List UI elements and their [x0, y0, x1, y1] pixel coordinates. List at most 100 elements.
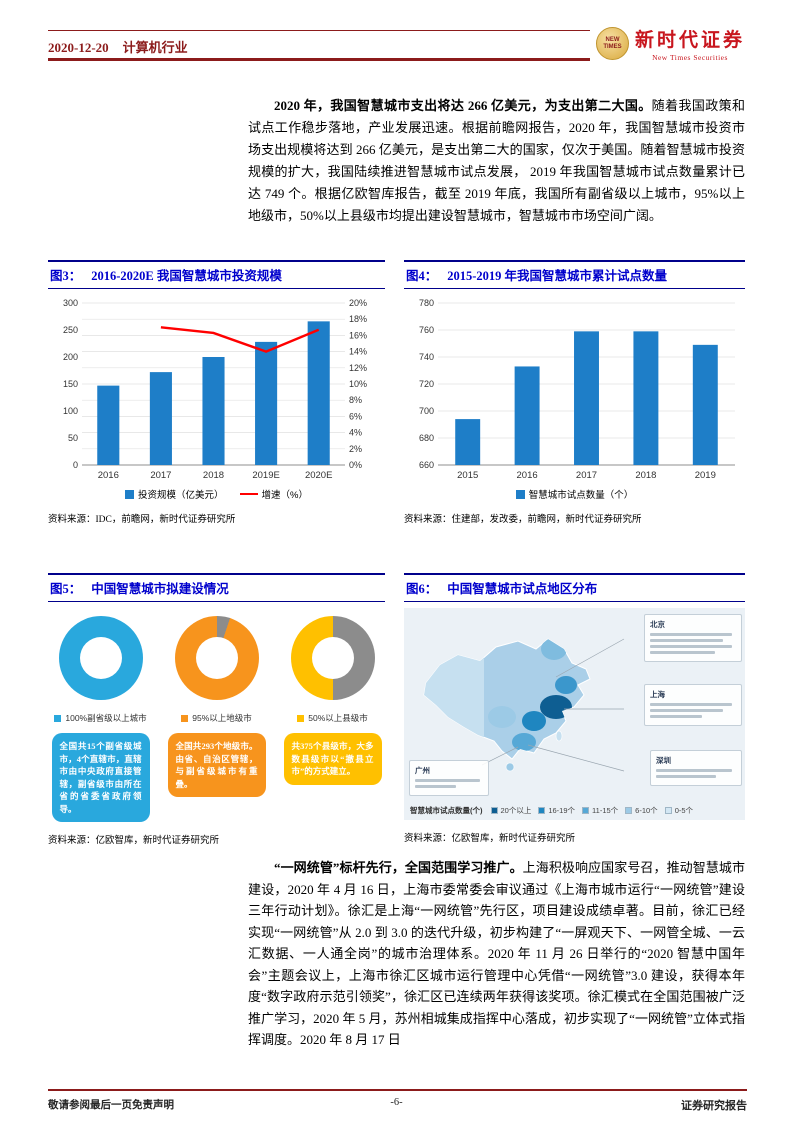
svg-text:16%: 16%: [349, 330, 367, 340]
fig3-legend: 投资规模（亿美元） 增速（%）: [48, 487, 385, 501]
figure-6-source: 资料来源：亿欧智库，新时代证券研究所: [404, 834, 576, 844]
donut-ring-orange: [174, 616, 259, 700]
china-pilot-map: 北京 上海 深圳 广州 智慧城市试点数量(个) 20个以上 16-19个 11-15…: [404, 608, 745, 820]
paragraph-1-lead: 2020 年，我国智慧城市支出将达 266 亿美元，为支出第二大国。: [274, 98, 652, 113]
donut-legend-label: 50%以上县级市: [308, 713, 368, 723]
donut-legend: 100%副省级以上城市: [54, 712, 147, 724]
svg-text:660: 660: [419, 460, 434, 470]
header-rule-bottom: [48, 58, 747, 61]
donut-note-box: 共375个县级市，大多数县级市以“撤县立市”的方式建立。: [283, 733, 382, 785]
donut-sub-provincial: 100%副省级以上城市 全国共15个副省级城市，4个直辖市，直辖市由中央政府直接…: [48, 616, 153, 822]
svg-text:2020E: 2020E: [305, 470, 332, 481]
chart-legend-item: 投资规模（亿美元）: [125, 487, 224, 501]
map-legend: 智慧城市试点数量(个) 20个以上 16-19个 11-15个 6-10个 0-5个: [410, 805, 700, 816]
svg-text:760: 760: [419, 325, 434, 335]
callout-city-label: 北京: [650, 620, 665, 629]
figure-6: 图6： 中国智慧城市试点地区分布: [404, 573, 745, 844]
svg-text:720: 720: [419, 379, 434, 389]
svg-text:2018: 2018: [203, 470, 224, 481]
map-legend-item: 16-19个: [538, 805, 575, 816]
donut-prefecture-level: 95%以上地级市 全国共293个地级市。由省、自治区管辖，与副省级城市有重叠。: [164, 616, 269, 822]
brand-name-cn: 新时代证券: [634, 30, 745, 51]
map-callout-guangzhou: 广州: [409, 760, 489, 796]
figure-3-title: 图3： 2016-2020E 我国智慧城市投资规模: [48, 260, 385, 289]
fig4-bar-chart: 660 680 700 720 740 760 780 2015 2016 2017 2018 201…: [419, 298, 735, 481]
svg-text:14%: 14%: [349, 347, 367, 357]
map-callout-shenzhen: 深圳: [650, 750, 742, 786]
svg-text:2%: 2%: [349, 444, 362, 454]
svg-text:2017: 2017: [150, 470, 171, 481]
paragraph-1-body: 随着我国政策和试点工作稳步落地，产业发展迅速。根据前瞻网报告，2020 年，我国…: [248, 98, 745, 223]
donut-county-level: 50%以上县级市 共375个县级市，大多数县级市以“撤县立市”的方式建立。: [280, 616, 385, 822]
svg-text:0: 0: [73, 460, 78, 470]
donut-ring-blue: [58, 616, 143, 700]
brand-logo: NEW TIMES 新时代证券 New Times Securities: [589, 25, 747, 62]
legend-swatch: [181, 714, 189, 722]
figure-6-label: 图6：: [406, 582, 438, 596]
figure-3-label: 图3：: [50, 269, 82, 283]
map-legend-title: 智慧城市试点数量(个): [410, 806, 483, 815]
svg-text:680: 680: [419, 433, 434, 443]
figure-5-label: 图5：: [50, 582, 82, 596]
svg-text:2019E: 2019E: [252, 470, 279, 481]
svg-text:700: 700: [419, 406, 434, 416]
svg-text:6%: 6%: [349, 411, 362, 421]
map-callout-shanghai: 上海: [644, 684, 742, 726]
svg-text:2016: 2016: [98, 470, 119, 481]
svg-text:780: 780: [419, 298, 434, 308]
figure-6-title: 图6： 中国智慧城市试点地区分布: [404, 573, 745, 602]
figure-3-source: 资料来源：IDC，前瞻网，新时代证券研究所: [48, 515, 236, 525]
hainan-shape: [505, 762, 515, 772]
map-legend-items: 20个以上 16-19个 11-15个 6-10个 0-5个: [490, 805, 701, 816]
figure-5-source: 资料来源：亿欧智库，新时代证券研究所: [48, 836, 220, 846]
donut-legend: 95%以上地级市: [181, 712, 252, 724]
donut-charts: 100%副省级以上城市 全国共15个副省级城市，4个直辖市，直辖市由中央政府直接…: [48, 616, 385, 822]
svg-text:50: 50: [68, 433, 78, 443]
report-date: 2020-12-20: [48, 40, 109, 55]
map-callout-beijing: 北京: [644, 614, 742, 662]
seal-text-bottom: TIMES: [603, 43, 622, 50]
callout-city-label: 深圳: [656, 756, 671, 765]
figure-4-source: 资料来源：住建部，发改委，前瞻网，新时代证券研究所: [404, 515, 642, 525]
paragraph-smart-city-spending: 2020 年，我国智慧城市支出将达 266 亿美元，为支出第二大国。随着我国政策…: [248, 95, 745, 227]
figure-4: 图4： 2015-2019 年我国智慧城市累计试点数量 660 680 700 720…: [404, 260, 745, 525]
header-rule-top: [48, 30, 747, 31]
figure-5-name: 中国智慧城市拟建设情况: [91, 582, 229, 596]
chart-legend-item: 智慧城市试点数量（个）: [515, 487, 633, 501]
brand-name-en: New Times Securities: [652, 53, 728, 62]
figure-5-title: 图5： 中国智慧城市拟建设情况: [48, 573, 385, 602]
svg-text:2018: 2018: [635, 470, 656, 481]
chart-legend-item: 增速（%）: [239, 487, 308, 501]
svg-text:20%: 20%: [349, 298, 367, 308]
figure-4-name: 2015-2019 年我国智慧城市累计试点数量: [447, 269, 668, 283]
map-legend-item: 0-5个: [664, 805, 693, 816]
brand-name: 新时代证券 New Times Securities: [635, 25, 745, 62]
svg-text:18%: 18%: [349, 314, 367, 324]
donut-legend-label: 95%以上地级市: [192, 713, 252, 723]
figure-4-label: 图4：: [406, 269, 438, 283]
taiwan-shape: [555, 730, 563, 742]
callout-city-label: 广州: [415, 766, 430, 775]
svg-text:2017: 2017: [576, 470, 597, 481]
donut-note-box: 全国共15个副省级城市，4个直辖市，直辖市由中央政府直接管辖，副省级市由所在省的…: [51, 733, 150, 822]
paragraph-2-lead: “一网统管”标杆先行，全国范围学习推广。: [274, 860, 523, 875]
industry-label: 计算机行业: [122, 40, 188, 55]
map-legend-item: 20个以上: [490, 805, 531, 816]
svg-text:2019: 2019: [695, 470, 716, 481]
footer-rule: [48, 1089, 747, 1091]
donut-legend-label: 100%副省级以上城市: [65, 713, 147, 723]
svg-text:200: 200: [63, 352, 78, 362]
figure-5: 图5： 中国智慧城市拟建设情况 100%副省级以上城市 全国共15个副省级城市，…: [48, 573, 385, 846]
donut-ring-yellow: [290, 616, 375, 700]
callout-city-label: 上海: [650, 690, 665, 699]
footer-disclaimer: 敬请参阅最后一页免责声明: [48, 1100, 174, 1111]
svg-text:150: 150: [63, 379, 78, 389]
svg-text:2015: 2015: [457, 470, 478, 481]
seal-text-top: NEW: [605, 36, 620, 43]
svg-text:740: 740: [419, 352, 434, 362]
page-number: -6-: [390, 1097, 403, 1108]
svg-text:8%: 8%: [349, 395, 362, 405]
figure-3-name: 2016-2020E 我国智慧城市投资规模: [91, 269, 282, 283]
svg-text:300: 300: [63, 298, 78, 308]
